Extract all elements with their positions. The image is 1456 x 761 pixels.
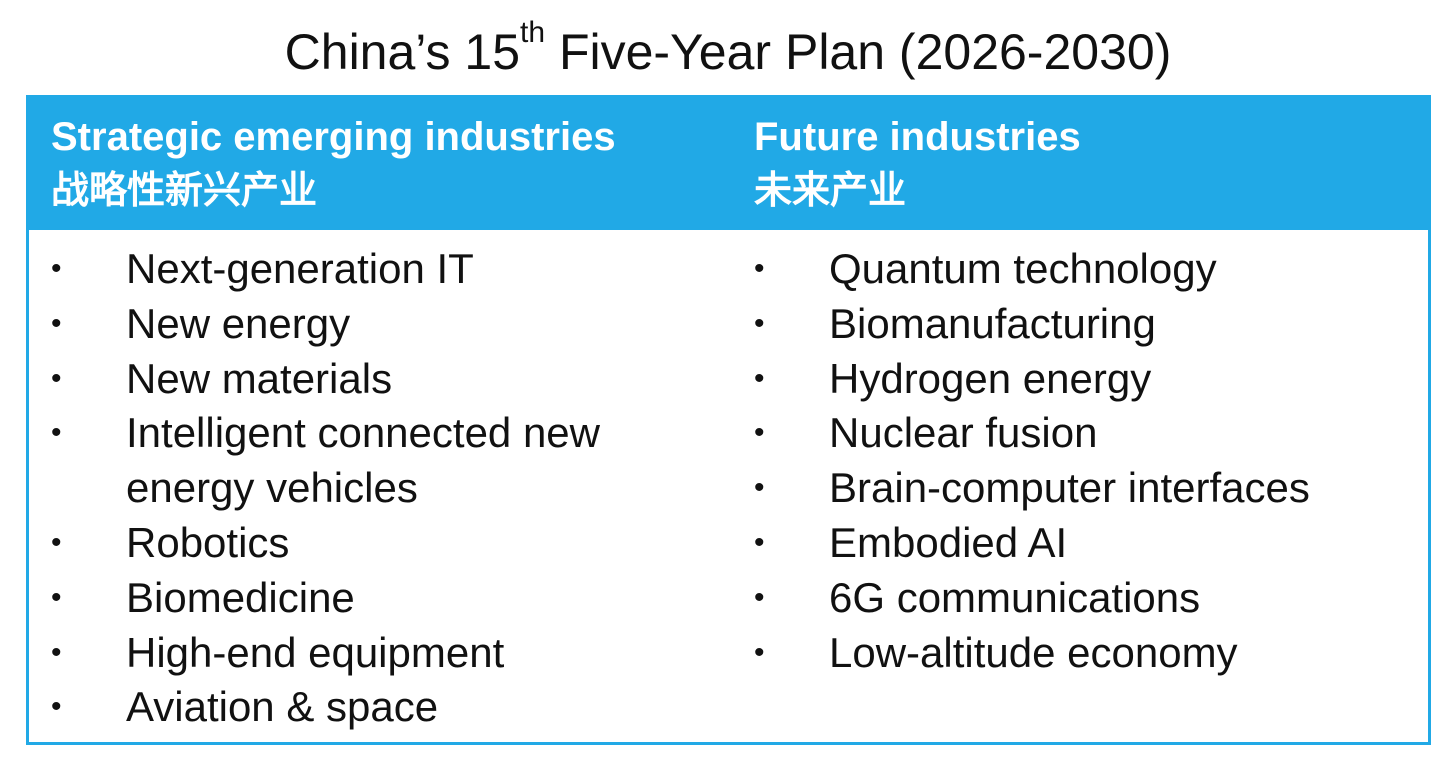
bullet-icon: • xyxy=(51,306,62,340)
title-prefix: China’s 15 xyxy=(284,24,521,80)
list-item: • 6G communications xyxy=(754,571,1414,626)
list-item: • Biomedicine xyxy=(51,571,646,626)
industries-table: Strategic emerging industries 战略性新兴产业 Fu… xyxy=(26,95,1431,745)
bullet-icon: • xyxy=(51,416,62,450)
bullet-icon: • xyxy=(51,690,62,724)
bullet-icon: • xyxy=(51,252,62,285)
bullet-icon: • xyxy=(754,580,765,614)
title-superscript: th xyxy=(520,16,546,49)
table-header: Strategic emerging industries 战略性新兴产业 Fu… xyxy=(29,98,1428,230)
heading-english: Future industries xyxy=(754,115,1081,159)
bullet-icon: • xyxy=(754,525,765,559)
item-label: Brain-computer interfaces xyxy=(829,464,1310,512)
item-label: Intelligent connected new energy vehicle… xyxy=(126,409,600,512)
list-item: • New energy xyxy=(51,297,646,352)
bullet-icon: • xyxy=(754,306,765,340)
item-label: Robotics xyxy=(126,518,290,566)
header-future-industries: Future industries 未来产业 xyxy=(754,110,1081,216)
item-label: Biomanufacturing xyxy=(829,299,1156,347)
bullet-icon: • xyxy=(754,635,765,669)
item-label: Low-altitude economy xyxy=(829,628,1238,676)
item-label: Next-generation IT xyxy=(126,245,474,292)
list-item: • Nuclear fusion xyxy=(754,406,1414,461)
heading-chinese: 战略性新兴产业 xyxy=(51,168,318,212)
bullet-icon: • xyxy=(754,471,765,505)
list-item: • Brain-computer interfaces xyxy=(754,461,1414,516)
future-industries-list: • Quantum technology • Biomanufacturing • H… xyxy=(754,242,1414,680)
item-label: 6G communications xyxy=(829,573,1201,621)
item-label: Embodied AI xyxy=(829,518,1068,566)
list-item: • Next-generation IT xyxy=(51,242,646,297)
bullet-icon: • xyxy=(51,635,62,669)
bullet-icon: • xyxy=(51,525,62,559)
item-label: High-end equipment xyxy=(126,628,505,676)
heading-chinese: 未来产业 xyxy=(754,168,907,212)
list-item: • Embodied AI xyxy=(754,516,1414,571)
item-label: Hydrogen energy xyxy=(829,354,1152,402)
item-label: New energy xyxy=(126,299,351,347)
bullet-icon: • xyxy=(754,361,765,395)
bullet-icon: • xyxy=(51,580,62,614)
item-label: Biomedicine xyxy=(126,573,355,621)
list-item: • Biomanufacturing xyxy=(754,297,1414,352)
item-label: Nuclear fusion xyxy=(829,409,1098,457)
item-label: Aviation & space xyxy=(126,683,439,731)
bullet-icon: • xyxy=(51,361,62,395)
item-label: Quantum technology xyxy=(829,245,1217,292)
list-item: • Intelligent connected new energy vehicl… xyxy=(51,406,646,516)
item-label: New materials xyxy=(126,354,393,402)
header-strategic-emerging: Strategic emerging industries 战略性新兴产业 xyxy=(51,110,616,216)
list-item: • Aviation & space xyxy=(51,680,646,735)
list-item: • New materials xyxy=(51,352,646,407)
list-item: • Quantum technology xyxy=(754,242,1414,297)
list-item: • High-end equipment xyxy=(51,626,646,681)
list-item: • Low-altitude economy xyxy=(754,626,1414,681)
bullet-icon: • xyxy=(754,416,765,450)
title-suffix: Five-Year Plan (2026-2030) xyxy=(545,24,1172,80)
list-item: • Hydrogen energy xyxy=(754,352,1414,407)
strategic-industries-list: • Next-generation IT • New energy • New mat… xyxy=(51,242,711,735)
heading-english: Strategic emerging industries xyxy=(51,115,616,159)
list-item: • Robotics xyxy=(51,516,646,571)
bullet-icon: • xyxy=(754,252,765,285)
page-title: China’s 15th Five-Year Plan (2026-2030) xyxy=(0,18,1456,82)
